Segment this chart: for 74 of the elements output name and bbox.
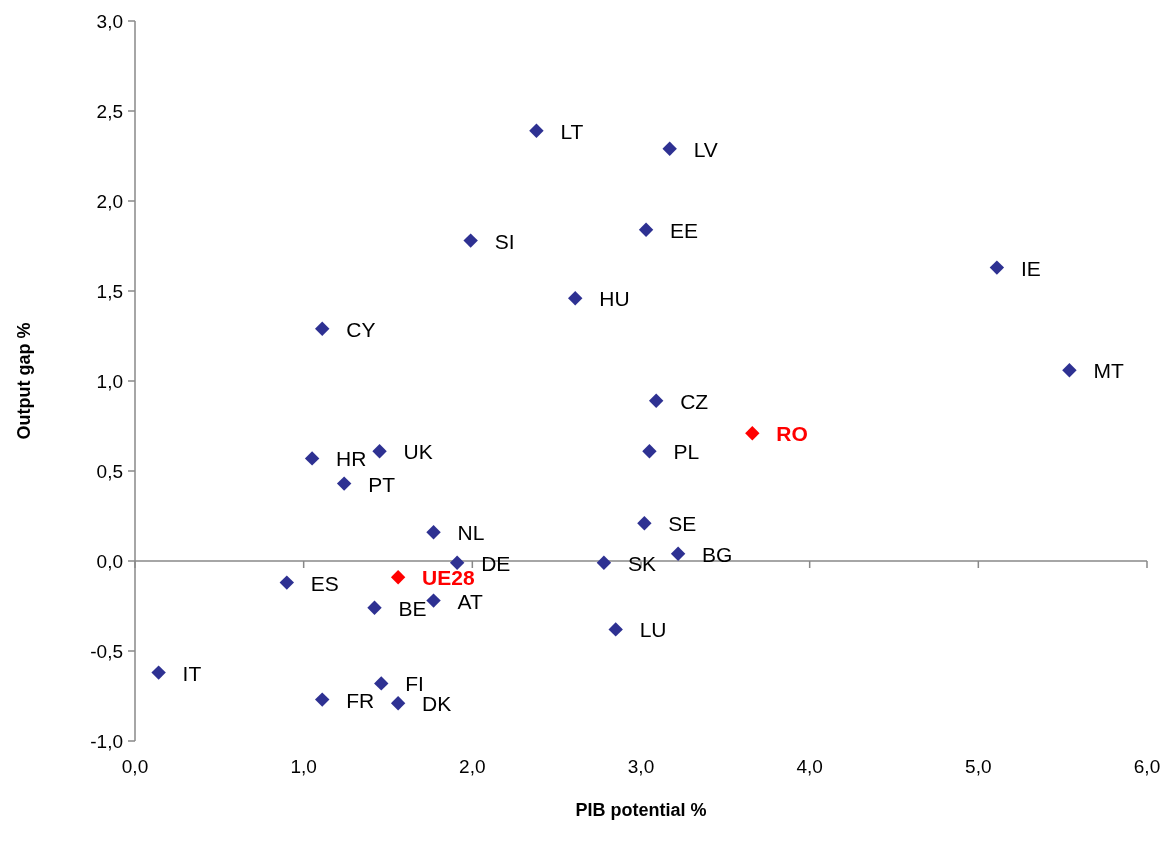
annotation: UK <box>403 440 433 464</box>
point <box>315 321 330 336</box>
annotation: SK <box>627 551 656 575</box>
point <box>1062 363 1077 378</box>
y-tick-label: 2,0 <box>96 191 123 212</box>
point <box>637 516 652 531</box>
point <box>426 525 441 540</box>
point <box>568 291 583 306</box>
point <box>463 233 478 248</box>
point <box>374 676 389 691</box>
point <box>648 393 664 408</box>
point <box>367 600 382 615</box>
x-tick-label: 0,0 <box>121 756 149 777</box>
point <box>372 444 387 459</box>
point <box>596 555 612 570</box>
annotation: CY <box>346 317 376 341</box>
annotation: AT <box>457 589 483 613</box>
annotation: LT <box>560 119 584 143</box>
annotation: BG <box>702 542 733 566</box>
point <box>315 692 330 707</box>
annotation: LU <box>639 618 667 642</box>
annotation: FR <box>346 688 375 712</box>
x-tick-label: 1,0 <box>290 756 317 777</box>
point <box>529 123 544 138</box>
point <box>279 575 294 590</box>
y-tick-label: 3,0 <box>96 11 123 32</box>
annotation: SE <box>668 512 697 536</box>
y-tick-label: 2,5 <box>96 101 123 122</box>
annotation: FI <box>405 672 424 696</box>
annotation: BE <box>398 596 427 620</box>
point <box>390 570 406 585</box>
x-tick-label: 4,0 <box>796 756 823 777</box>
series-label: RO <box>776 422 808 446</box>
annotation: PT <box>368 472 396 496</box>
x-axis-title: PIB potential % <box>575 800 707 820</box>
point <box>638 222 654 237</box>
point <box>304 451 320 466</box>
annotation: MT <box>1093 359 1124 383</box>
annotation: IT <box>182 661 202 685</box>
annotation: CZ <box>680 389 709 413</box>
annotation: HR <box>336 447 367 471</box>
annotation: LV <box>693 137 718 161</box>
y-tick-label: 0,5 <box>96 461 123 482</box>
annotation: PL <box>673 440 700 464</box>
y-tick-label: 1,0 <box>96 371 123 392</box>
point <box>989 260 1005 275</box>
y-tick-label: -1,0 <box>90 731 123 752</box>
y-tick-label: 0,0 <box>96 551 123 572</box>
point <box>390 696 406 711</box>
annotation: NL <box>457 521 485 545</box>
annotation: EE <box>670 218 699 242</box>
series-label: UE28 <box>422 566 475 590</box>
point <box>662 141 677 156</box>
point <box>670 546 686 561</box>
annotation: IE <box>1020 256 1041 280</box>
annotation: DK <box>422 692 452 716</box>
x-tick-label: 6,0 <box>1133 756 1161 777</box>
annotation: ES <box>310 571 339 595</box>
point <box>642 444 657 459</box>
x-tick-label: 2,0 <box>459 756 486 777</box>
point <box>449 555 465 570</box>
point <box>426 593 441 608</box>
point <box>336 476 352 491</box>
point <box>745 426 760 441</box>
x-tick-label: 5,0 <box>965 756 992 777</box>
y-axis-title: Output gap % <box>14 322 34 440</box>
annotation: HU <box>599 287 630 311</box>
annotation: DE <box>481 551 511 575</box>
point <box>608 622 623 637</box>
y-tick-label: 1,5 <box>96 281 123 302</box>
point <box>151 665 166 680</box>
annotation: SI <box>494 229 515 253</box>
x-tick-label: 3,0 <box>627 756 655 777</box>
y-tick-label: -0,5 <box>90 641 123 662</box>
